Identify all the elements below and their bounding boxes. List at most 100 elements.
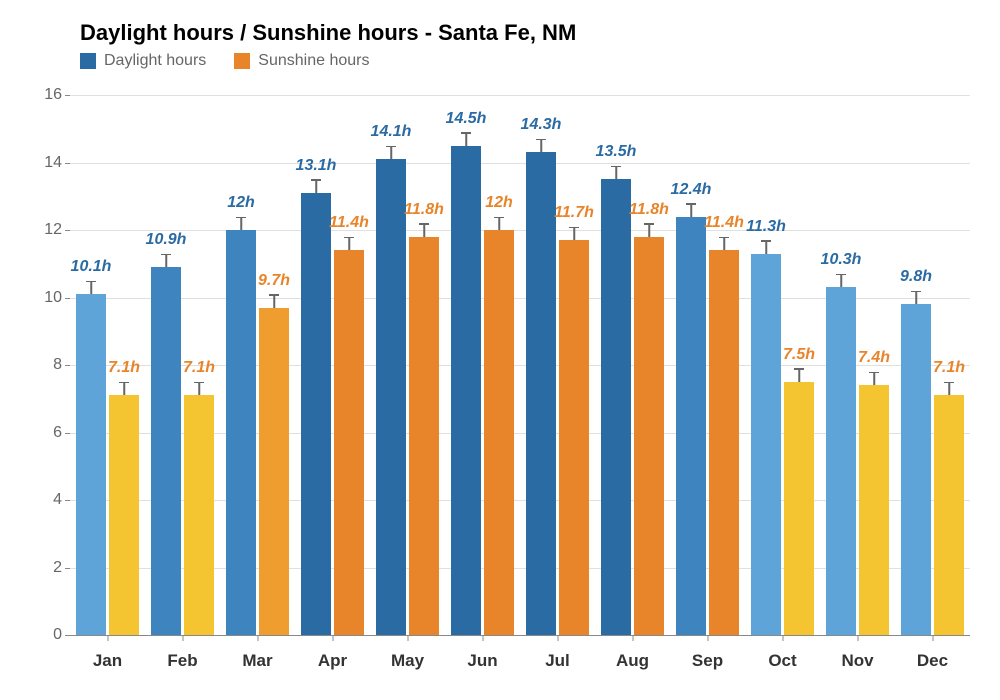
error-bar [315,181,317,193]
bar-daylight: 13.1h [301,193,331,635]
error-cap [119,382,129,384]
error-bar [498,218,500,230]
bar-daylight: 14.1h [376,159,406,635]
bar-label-daylight: 13.5h [596,143,637,161]
legend-label-sunshine: Sunshine hours [258,52,369,70]
bar-label-daylight: 14.1h [371,123,412,141]
bar-groups: 10.1h7.1hJan10.9h7.1hFeb12h9.7hMar13.1h1… [70,95,970,635]
error-cap [911,291,921,293]
error-bar [690,205,692,217]
bar-group: 10.3h7.4hNov [820,95,895,635]
error-bar [165,255,167,267]
x-tick-mark [407,635,408,641]
bar-label-daylight: 13.1h [296,157,337,175]
bar-daylight: 11.3h [751,254,781,635]
error-cap [236,217,246,219]
bar-label-daylight: 9.8h [900,268,932,286]
bar-label-daylight: 10.9h [146,231,187,249]
bar-group: 14.5h12hJun [445,95,520,635]
bar-label-sunshine: 7.1h [108,359,140,377]
x-tick-mark [857,635,858,641]
error-bar [840,275,842,287]
bar-label-sunshine: 7.1h [183,359,215,377]
bar-daylight: 12h [226,230,256,635]
error-cap [794,368,804,370]
x-tick-mark [332,635,333,641]
bar-daylight: 13.5h [601,179,631,635]
x-tick-mark [932,635,933,641]
legend: Daylight hours Sunshine hours [80,52,369,70]
bar-group: 12.4h11.4hSep [670,95,745,635]
error-bar [90,282,92,294]
x-tick-mark [107,635,108,641]
bar-sunshine: 9.7h [259,308,289,635]
error-cap [311,179,321,181]
error-bar [465,134,467,146]
bar-daylight: 12.4h [676,217,706,636]
legend-item-daylight: Daylight hours [80,52,206,70]
error-cap [611,166,621,168]
error-cap [386,146,396,148]
bar-label-sunshine: 11.7h [554,204,594,222]
legend-label-daylight: Daylight hours [104,52,206,70]
error-bar [390,147,392,159]
error-bar [765,242,767,254]
bar-group: 9.8h7.1hDec [895,95,970,635]
bar-label-daylight: 14.3h [521,116,562,134]
bar-daylight: 9.8h [901,304,931,635]
bar-label-daylight: 10.3h [821,251,862,269]
bar-group: 13.5h11.8hAug [595,95,670,635]
x-tick-mark [257,635,258,641]
bar-daylight: 10.1h [76,294,106,635]
error-bar [915,292,917,304]
error-cap [194,382,204,384]
bar-group: 14.1h11.8hMay [370,95,445,635]
x-tick-mark [182,635,183,641]
error-cap [536,139,546,141]
error-bar [948,383,950,395]
error-cap [86,281,96,283]
error-cap [569,227,579,229]
bar-group: 14.3h11.7hJul [520,95,595,635]
bar-label-sunshine: 7.1h [933,359,965,377]
bar-label-daylight: 11.3h [746,218,786,236]
error-bar [198,383,200,395]
plot-area: 024681012141610.1h7.1hJan10.9h7.1hFeb12h… [70,95,970,635]
bar-label-sunshine: 11.4h [704,214,744,232]
error-bar [723,238,725,250]
bar-daylight: 10.3h [826,287,856,635]
bar-daylight: 10.9h [151,267,181,635]
error-bar [273,296,275,308]
bar-sunshine: 7.1h [184,395,214,635]
error-bar [648,225,650,237]
error-bar [240,218,242,230]
error-bar [123,383,125,395]
error-bar [873,373,875,385]
error-cap [461,132,471,134]
bar-sunshine: 7.1h [109,395,139,635]
error-cap [719,237,729,239]
error-cap [494,217,504,219]
error-bar [348,238,350,250]
bar-label-daylight: 12.4h [671,181,712,199]
bar-group: 10.9h7.1hFeb [145,95,220,635]
x-tick-mark [482,635,483,641]
error-cap [419,223,429,225]
bar-label-sunshine: 7.5h [783,346,815,364]
error-cap [944,382,954,384]
error-cap [344,237,354,239]
error-bar [798,370,800,382]
error-cap [644,223,654,225]
bar-daylight: 14.5h [451,146,481,635]
bar-group: 11.3h7.5hOct [745,95,820,635]
bar-daylight: 14.3h [526,152,556,635]
bar-sunshine: 11.8h [409,237,439,635]
error-bar [615,167,617,179]
error-cap [836,274,846,276]
bar-label-daylight: 14.5h [446,110,487,128]
bar-label-sunshine: 7.4h [858,349,890,367]
bar-sunshine: 11.8h [634,237,664,635]
legend-swatch-daylight [80,53,96,69]
bar-sunshine: 12h [484,230,514,635]
error-cap [269,294,279,296]
